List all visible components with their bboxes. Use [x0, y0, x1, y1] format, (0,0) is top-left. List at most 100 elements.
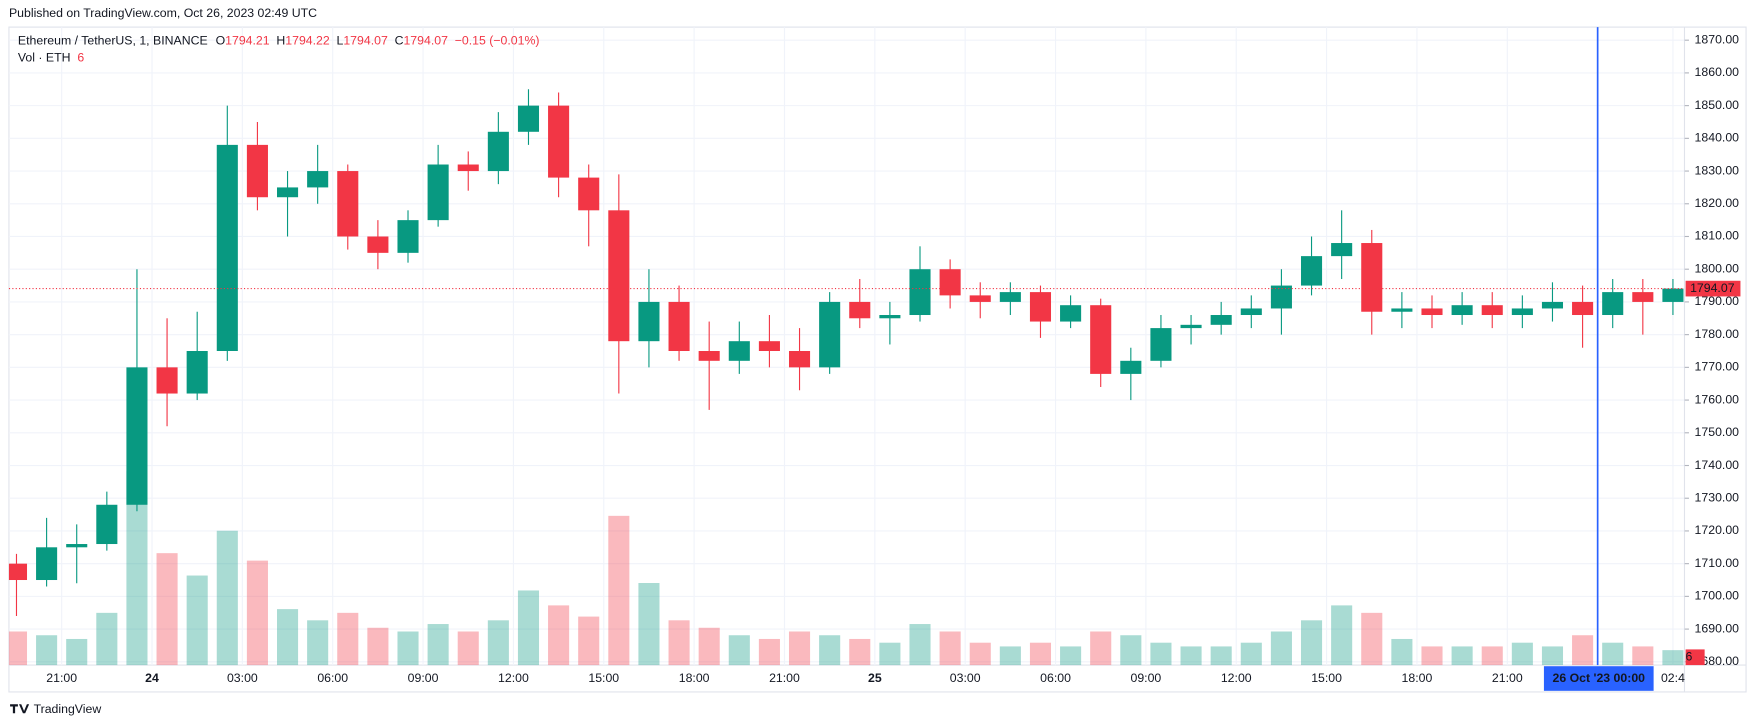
candle-body: [849, 301, 871, 319]
grid: [8, 27, 1685, 666]
volume-bar: [246, 560, 268, 666]
volume-bar: [126, 471, 148, 666]
volume-bar: [517, 590, 540, 666]
candle-body: [668, 301, 690, 351]
volume-bar: [1662, 650, 1684, 666]
axis-layer: 1680.00 1690.00 1700.00 1710.00 1720.00 1730.…: [8, 27, 1741, 691]
candle-body: [8, 563, 28, 581]
y-tick-label: 1820.00: [1695, 196, 1740, 210]
volume-bar: [728, 635, 750, 666]
candle-body: [487, 131, 509, 172]
candle-body: [548, 105, 570, 178]
volume-bar: [186, 575, 208, 666]
volume-bar: [1391, 638, 1413, 666]
volume-bar: [457, 631, 479, 666]
x-tick-label: 15:00: [1311, 671, 1342, 685]
legend-volume: Vol · ETH 6: [18, 51, 84, 65]
volume-last-box: [1685, 649, 1705, 666]
volume-bar: [36, 635, 58, 666]
candle-body: [276, 187, 299, 198]
y-tick-label: 1830.00: [1695, 163, 1740, 177]
x-tick-label: 15:00: [588, 671, 619, 685]
candle-body: [1361, 243, 1383, 312]
y-tick-label: 1680.00: [1695, 654, 1740, 668]
volume-bar: [1632, 646, 1654, 666]
candle-body: [909, 269, 931, 316]
candle-body: [578, 177, 600, 211]
volume-bar: [1481, 646, 1503, 666]
published-note: Published on TradingView.com, Oct 26, 20…: [9, 6, 317, 20]
h-label: H: [276, 34, 285, 48]
o-label: O: [216, 34, 226, 48]
volume-last-axis-label: 6: [1686, 649, 1693, 663]
candle-body: [1060, 305, 1082, 322]
candle-body: [1511, 308, 1533, 316]
volume-bar: [1421, 646, 1443, 666]
volume-bar: [1120, 635, 1142, 666]
volume-bar: [1270, 631, 1292, 666]
change: −0.15 (−0.01%): [455, 34, 540, 48]
volume-layer: [8, 471, 1684, 666]
candle-body: [999, 292, 1021, 302]
candle-body: [337, 171, 359, 237]
volume-bar: [698, 627, 720, 666]
candle-body: [1029, 292, 1052, 322]
volume-bar: [276, 609, 299, 666]
volume-bar: [1210, 646, 1232, 666]
y-tick-label: 1800.00: [1695, 261, 1740, 275]
candle-body: [1632, 292, 1654, 302]
l-label: L: [337, 34, 344, 48]
volume-bar: [1180, 646, 1202, 666]
candle-body: [1662, 288, 1684, 302]
y-tick-label: 1760.00: [1695, 392, 1740, 406]
candle-body: [397, 220, 419, 253]
candle-layer: [8, 89, 1684, 617]
candle-body: [969, 295, 991, 302]
candle-body: [1150, 328, 1172, 361]
candle-body: [367, 236, 389, 253]
volume-bar: [578, 616, 600, 666]
volume-bar: [548, 605, 570, 666]
candle-body: [1451, 305, 1473, 316]
volume-bar: [1060, 646, 1082, 666]
volume-bar: [608, 515, 630, 666]
volume-bar: [1029, 642, 1052, 666]
candle-body: [427, 164, 449, 221]
volume-bar: [1451, 646, 1473, 666]
volume-bar: [1361, 612, 1383, 666]
y-tick-label: 1850.00: [1695, 98, 1740, 112]
x-tick-label: 18:00: [679, 671, 710, 685]
volume-bar: [367, 627, 389, 666]
y-tick-label: 1860.00: [1695, 65, 1740, 79]
volume-bar: [758, 638, 780, 666]
volume-bar: [788, 631, 811, 666]
x-tick-label: 25: [868, 671, 882, 685]
volume-bar: [879, 642, 901, 666]
candle-body: [1090, 305, 1112, 374]
x-tick-label: 06:00: [1040, 671, 1071, 685]
candle-body: [939, 269, 961, 296]
candle-body: [1240, 308, 1262, 316]
volume-bar: [999, 646, 1021, 666]
candle-body: [36, 547, 58, 581]
candle-body: [638, 301, 660, 342]
volume-bar: [1331, 605, 1353, 666]
volume-bar: [337, 612, 359, 666]
y-tick-label: 1790.00: [1695, 294, 1740, 308]
candle-body: [96, 504, 118, 545]
volume-bar: [66, 638, 88, 666]
volume-label: Vol · ETH: [18, 51, 71, 65]
open: 1794.21: [225, 34, 270, 48]
y-tick-label: 1810.00: [1695, 229, 1740, 243]
volume-last: 6: [77, 51, 84, 65]
x-tick-label: 06:00: [317, 671, 348, 685]
volume-bar: [156, 553, 178, 666]
y-tick-label: 1780.00: [1695, 327, 1740, 341]
candle-body: [698, 350, 720, 361]
y-tick-label: 1710.00: [1695, 556, 1740, 570]
last-price-label: 1794.07: [1690, 281, 1735, 295]
crosshair-label: 26 Oct '23 00:00: [1553, 671, 1646, 685]
y-tick-label: 1700.00: [1695, 589, 1740, 603]
volume-bar: [638, 583, 660, 666]
legend-ohlc: Ethereum / TetherUS, 1, BINANCE O1794.21…: [18, 34, 540, 48]
